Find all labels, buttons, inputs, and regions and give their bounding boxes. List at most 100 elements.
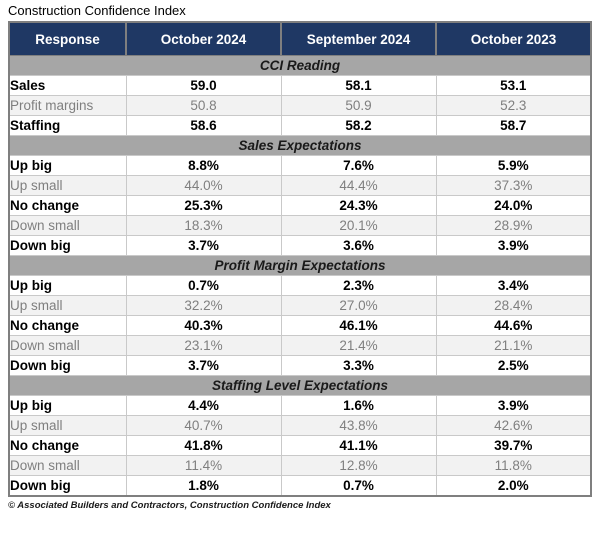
row-label: No change <box>8 435 127 456</box>
section-band-row: Staffing Level Expectations <box>8 375 592 396</box>
row-label: Up big <box>8 395 127 416</box>
cell-value: 27.0% <box>280 295 437 316</box>
cell-value: 40.7% <box>125 415 282 436</box>
cell-value: 21.4% <box>280 335 437 356</box>
section-header: Staffing Level Expectations <box>8 375 592 396</box>
table-row: Profit margins 50.8 50.9 52.3 <box>8 95 592 116</box>
cell-value: 3.4% <box>435 275 592 296</box>
cell-value: 52.3 <box>435 95 592 116</box>
table-row: Up big 4.4% 1.6% 3.9% <box>8 395 592 416</box>
cell-value: 24.0% <box>435 195 592 216</box>
cell-value: 41.1% <box>280 435 437 456</box>
table-row: Up small 40.7% 43.8% 42.6% <box>8 415 592 436</box>
column-header-response: Response <box>8 22 127 56</box>
cell-value: 59.0 <box>125 75 282 96</box>
cell-value: 11.8% <box>435 455 592 476</box>
cell-value: 3.9% <box>435 395 592 416</box>
cell-value: 3.7% <box>125 355 282 376</box>
cell-value: 25.3% <box>125 195 282 216</box>
table-row: Up big 8.8% 7.6% 5.9% <box>8 155 592 176</box>
cell-value: 3.7% <box>125 235 282 256</box>
source-attribution: © Associated Builders and Contractors, C… <box>8 500 331 511</box>
cci-table: Response October 2024 September 2024 Oct… <box>8 21 592 497</box>
cell-value: 3.9% <box>435 235 592 256</box>
cell-value: 2.0% <box>435 475 592 497</box>
cell-value: 21.1% <box>435 335 592 356</box>
row-label: Sales <box>8 75 127 96</box>
cell-value: 8.8% <box>125 155 282 176</box>
cell-value: 24.3% <box>280 195 437 216</box>
cell-value: 0.7% <box>125 275 282 296</box>
row-label: Up big <box>8 155 127 176</box>
table-row: Down small 11.4% 12.8% 11.8% <box>8 455 592 476</box>
row-label: Up small <box>8 415 127 436</box>
row-label: No change <box>8 315 127 336</box>
table-row: Up small 44.0% 44.4% 37.3% <box>8 175 592 196</box>
table-row: No change 25.3% 24.3% 24.0% <box>8 195 592 216</box>
section-band-row: Sales Expectations <box>8 135 592 156</box>
row-label: Down small <box>8 335 127 356</box>
cell-value: 41.8% <box>125 435 282 456</box>
cell-value: 43.8% <box>280 415 437 436</box>
table-row: Down small 23.1% 21.4% 21.1% <box>8 335 592 356</box>
column-header-october-2024: October 2024 <box>125 22 282 56</box>
section-header: Sales Expectations <box>8 135 592 156</box>
row-label: Up small <box>8 175 127 196</box>
row-label: Up small <box>8 295 127 316</box>
cell-value: 1.6% <box>280 395 437 416</box>
table-row: Down big 1.8% 0.7% 2.0% <box>8 475 592 497</box>
cell-value: 23.1% <box>125 335 282 356</box>
cell-value: 58.7 <box>435 115 592 136</box>
row-label: Profit margins <box>8 95 127 116</box>
cell-value: 3.3% <box>280 355 437 376</box>
table-row: Staffing 58.6 58.2 58.7 <box>8 115 592 136</box>
cell-value: 50.9 <box>280 95 437 116</box>
section-band-row: Profit Margin Expectations <box>8 255 592 276</box>
page-title: Construction Confidence Index <box>8 3 186 18</box>
table-row: Down big 3.7% 3.3% 2.5% <box>8 355 592 376</box>
cell-value: 2.3% <box>280 275 437 296</box>
cell-value: 2.5% <box>435 355 592 376</box>
cell-value: 11.4% <box>125 455 282 476</box>
cell-value: 40.3% <box>125 315 282 336</box>
cell-value: 28.9% <box>435 215 592 236</box>
row-label: Down small <box>8 455 127 476</box>
cell-value: 32.2% <box>125 295 282 316</box>
row-label: Staffing <box>8 115 127 136</box>
cell-value: 37.3% <box>435 175 592 196</box>
table-row: Down big 3.7% 3.6% 3.9% <box>8 235 592 256</box>
cell-value: 58.6 <box>125 115 282 136</box>
cell-value: 0.7% <box>280 475 437 497</box>
cell-value: 42.6% <box>435 415 592 436</box>
row-label: No change <box>8 195 127 216</box>
row-label: Down small <box>8 215 127 236</box>
section-band-row: CCI Reading <box>8 55 592 76</box>
cell-value: 28.4% <box>435 295 592 316</box>
cell-value: 44.0% <box>125 175 282 196</box>
row-label: Up big <box>8 275 127 296</box>
cell-value: 1.8% <box>125 475 282 497</box>
cell-value: 53.1 <box>435 75 592 96</box>
page: Construction Confidence Index Response O… <box>0 3 600 544</box>
table-row: No change 40.3% 46.1% 44.6% <box>8 315 592 336</box>
row-label: Down big <box>8 355 127 376</box>
cell-value: 58.1 <box>280 75 437 96</box>
table-row: Up big 0.7% 2.3% 3.4% <box>8 275 592 296</box>
cell-value: 50.8 <box>125 95 282 116</box>
cell-value: 58.2 <box>280 115 437 136</box>
cell-value: 46.1% <box>280 315 437 336</box>
cell-value: 44.4% <box>280 175 437 196</box>
section-header: Profit Margin Expectations <box>8 255 592 276</box>
table-row: Sales 59.0 58.1 53.1 <box>8 75 592 96</box>
header-row: Response October 2024 September 2024 Oct… <box>8 22 592 56</box>
cell-value: 12.8% <box>280 455 437 476</box>
cell-value: 7.6% <box>280 155 437 176</box>
cell-value: 3.6% <box>280 235 437 256</box>
table-row: Down small 18.3% 20.1% 28.9% <box>8 215 592 236</box>
cell-value: 18.3% <box>125 215 282 236</box>
section-header: CCI Reading <box>8 55 592 76</box>
column-header-september-2024: September 2024 <box>280 22 437 56</box>
column-header-october-2023: October 2023 <box>435 22 592 56</box>
cell-value: 5.9% <box>435 155 592 176</box>
row-label: Down big <box>8 475 127 497</box>
